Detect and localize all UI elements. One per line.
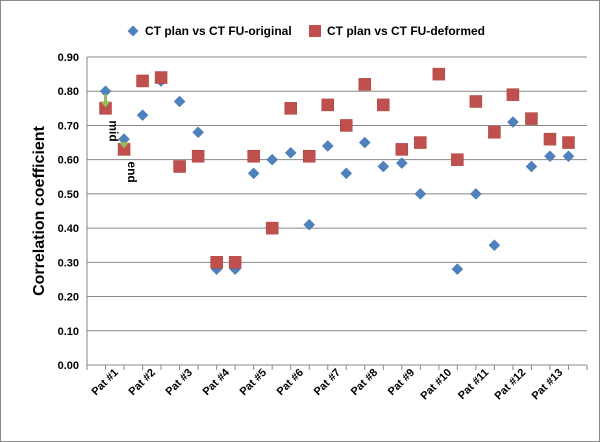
x-tick-label: Pat #4 xyxy=(201,366,233,398)
y-tick-label: 0.30 xyxy=(58,257,79,269)
square-point xyxy=(284,102,297,115)
square-point xyxy=(247,149,260,163)
x-tick-label: Pat #3 xyxy=(164,367,195,398)
diamond-point xyxy=(377,160,390,173)
annotation-label: mid xyxy=(107,120,121,141)
y-tick-label: 0.70 xyxy=(58,120,79,132)
diamond-point xyxy=(340,167,353,180)
square-point xyxy=(562,136,575,149)
legend-marker-diamond xyxy=(127,25,139,37)
square-point xyxy=(488,126,501,139)
diamond-point xyxy=(562,150,575,163)
diamond-point xyxy=(173,95,186,108)
x-tick-label: Pat #12 xyxy=(493,367,529,403)
annotation-arrow-head xyxy=(100,101,111,108)
square-point xyxy=(302,149,316,163)
y-tick-label: 0.60 xyxy=(58,155,79,167)
square-point xyxy=(358,78,372,91)
diamond-point xyxy=(321,140,334,152)
diamond-point xyxy=(470,188,482,200)
diamond-point xyxy=(488,239,501,252)
square-point xyxy=(340,119,353,132)
square-point xyxy=(377,98,390,112)
x-tick-label: Pat #10 xyxy=(419,367,455,403)
x-tick-label: Pat #1 xyxy=(89,367,120,398)
diamond-point xyxy=(358,136,371,149)
square-point xyxy=(191,149,205,163)
x-tick-label: Pat #11 xyxy=(456,367,491,402)
x-tick-label: Pat #2 xyxy=(127,367,158,398)
square-point xyxy=(506,88,520,101)
square-point xyxy=(469,95,483,108)
square-point xyxy=(525,112,538,125)
diamond-point xyxy=(303,218,316,231)
square-point xyxy=(265,221,279,235)
diamond-point xyxy=(192,126,204,139)
legend-marker-square xyxy=(309,25,321,37)
y-tick-label: 0.40 xyxy=(58,223,79,235)
square-point xyxy=(173,160,186,173)
square-point xyxy=(414,136,427,149)
x-tick-label: Pat #5 xyxy=(238,367,269,398)
diamond-point xyxy=(136,109,149,122)
diamond-point xyxy=(414,188,427,200)
legend-label: CT plan vs CT FU-deformed xyxy=(327,24,485,38)
y-axis-title: Correlation coefficient xyxy=(31,125,48,295)
square-point xyxy=(395,143,409,156)
square-point xyxy=(210,256,223,269)
diamond-point xyxy=(266,153,279,166)
square-point xyxy=(228,256,242,269)
y-tick-label: 0.90 xyxy=(58,52,79,64)
square-point xyxy=(321,98,334,112)
square-point xyxy=(451,153,464,166)
diamond-point xyxy=(284,146,297,159)
diamond-point xyxy=(247,167,260,180)
y-tick-label: 0.10 xyxy=(58,326,79,338)
diamond-point xyxy=(395,157,408,169)
x-tick-label: Pat #8 xyxy=(349,367,380,398)
x-tick-label: Pat #6 xyxy=(275,367,306,398)
diamond-point xyxy=(451,263,464,276)
diamond-point xyxy=(507,116,519,128)
x-tick-label: Pat #7 xyxy=(312,367,343,398)
square-point xyxy=(432,67,446,81)
annotation-label: end xyxy=(125,161,139,182)
y-tick-label: 0.20 xyxy=(58,292,79,304)
diamond-point xyxy=(544,150,556,163)
annotation-arrow-head xyxy=(119,142,130,149)
square-point xyxy=(136,74,149,88)
x-tick-label: Pat #13 xyxy=(530,367,566,403)
diamond-point xyxy=(525,160,538,173)
x-tick-label: Pat #9 xyxy=(386,367,417,398)
y-tick-label: 0.80 xyxy=(58,86,79,98)
square-point xyxy=(543,132,557,146)
y-tick-label: 0.50 xyxy=(58,189,79,201)
square-point xyxy=(154,71,168,84)
legend-label: CT plan vs CT FU-original xyxy=(145,24,292,38)
y-tick-label: 0.00 xyxy=(58,360,79,372)
